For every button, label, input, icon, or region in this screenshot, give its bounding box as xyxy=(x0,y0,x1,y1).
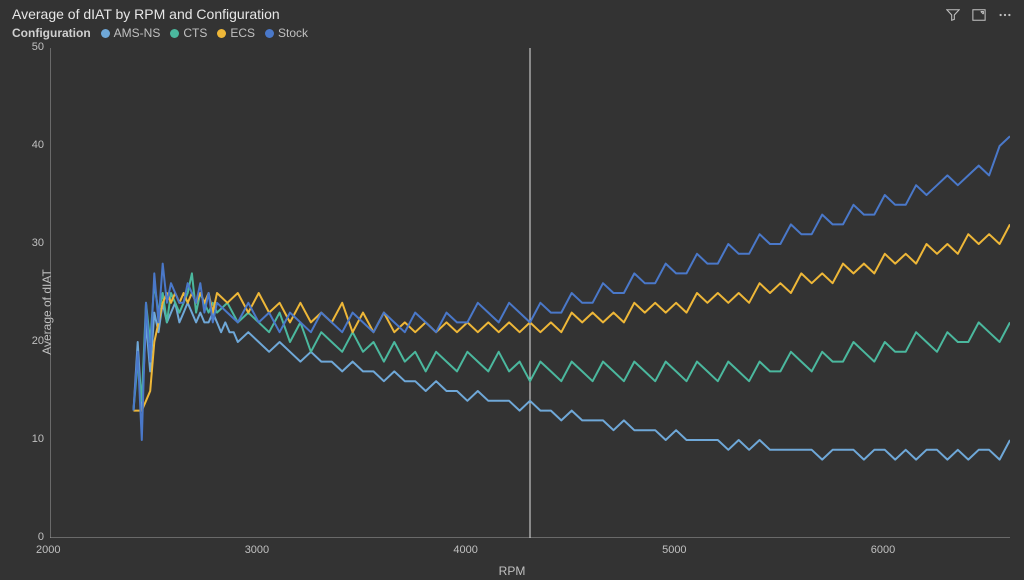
y-tick-label: 30 xyxy=(32,237,44,249)
x-tick-label: 3000 xyxy=(245,544,269,556)
legend-label: Configuration xyxy=(12,26,91,40)
x-tick-label: 2000 xyxy=(36,544,60,556)
legend-swatch xyxy=(265,29,274,38)
legend-item[interactable]: Stock xyxy=(265,26,308,40)
x-tick-label: 5000 xyxy=(662,544,686,556)
filter-icon[interactable] xyxy=(946,8,960,22)
y-tick-label: 40 xyxy=(32,139,44,151)
legend-text: ECS xyxy=(230,26,255,40)
more-options-icon[interactable] xyxy=(998,8,1012,22)
y-tick-label: 10 xyxy=(32,433,44,445)
chart-area[interactable]: Average of dIAT RPM 20003000400050006000… xyxy=(0,44,1024,580)
y-tick-label: 20 xyxy=(32,335,44,347)
focus-mode-icon[interactable] xyxy=(972,8,986,22)
legend-text: AMS-NS xyxy=(114,26,161,40)
legend: Configuration AMS-NS CTS ECS Stock xyxy=(12,26,308,40)
legend-text: Stock xyxy=(278,26,308,40)
plot-svg xyxy=(50,48,1010,538)
chart-toolbar xyxy=(946,6,1012,22)
series-line xyxy=(134,136,1011,440)
legend-item[interactable]: AMS-NS xyxy=(101,26,161,40)
chart-title: Average of dIAT by RPM and Configuration xyxy=(12,6,308,22)
x-tick-label: 4000 xyxy=(453,544,477,556)
legend-item[interactable]: ECS xyxy=(217,26,255,40)
legend-item[interactable]: CTS xyxy=(170,26,207,40)
x-axis-title: RPM xyxy=(499,564,526,578)
x-tick-label: 6000 xyxy=(871,544,895,556)
series-line xyxy=(134,303,1011,460)
legend-swatch xyxy=(101,29,110,38)
legend-text: CTS xyxy=(183,26,207,40)
y-tick-label: 0 xyxy=(38,531,44,543)
y-tick-label: 50 xyxy=(32,41,44,53)
legend-swatch xyxy=(217,29,226,38)
legend-swatch xyxy=(170,29,179,38)
